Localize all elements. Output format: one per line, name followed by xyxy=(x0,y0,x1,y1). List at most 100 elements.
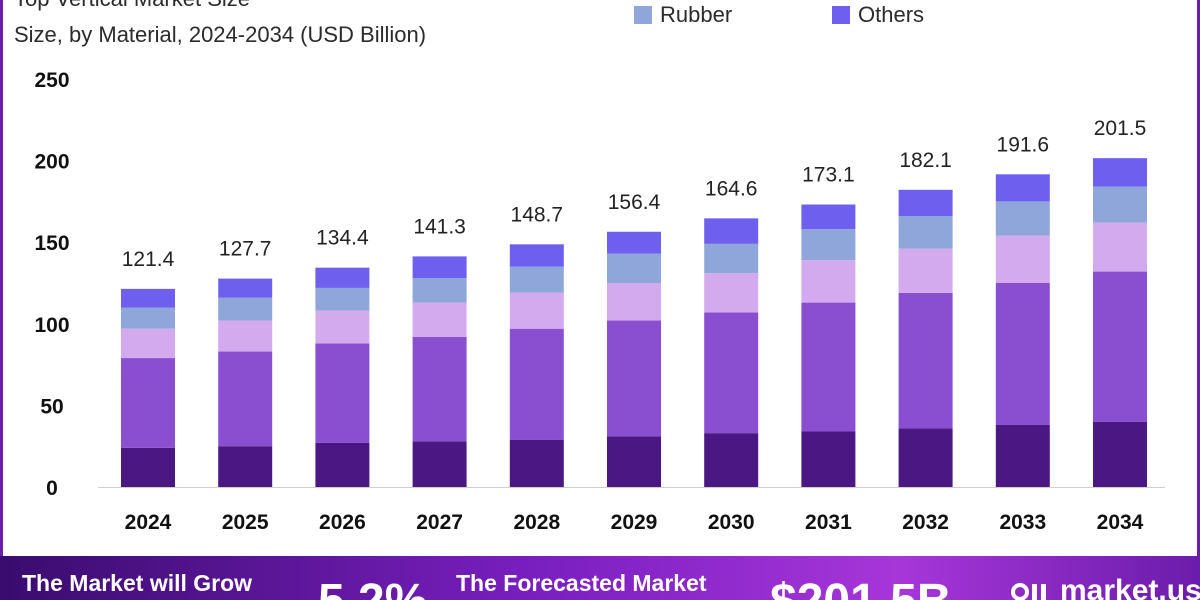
bar-segment-2024-series-3 xyxy=(121,328,175,359)
bar-segment-2033-series-1 xyxy=(995,424,1050,487)
bar-segment-2033-others xyxy=(995,174,1050,202)
data-label-total-2032: 182.1 xyxy=(899,149,952,172)
bar-segment-2031-rubber xyxy=(801,229,856,261)
bar-segment-2034-series-3 xyxy=(1093,222,1147,272)
legend-swatch-others xyxy=(832,6,850,24)
data-label-total-2025: 127.7 xyxy=(219,238,272,261)
bar-segment-2024-series-1 xyxy=(121,447,175,487)
bar-segment-2029-series-2 xyxy=(607,320,661,437)
legend-item-others: Others xyxy=(832,2,924,28)
bar-segment-2024-rubber xyxy=(121,307,175,329)
bar-segment-2034-series-1 xyxy=(1093,421,1147,487)
bar-segment-2032-series-2 xyxy=(898,292,953,429)
bar-segment-2030-others xyxy=(704,218,759,244)
banner-forecast-value: $201.5B xyxy=(770,574,951,600)
brand-logo-icon xyxy=(1011,583,1046,600)
bar-segment-2033-series-2 xyxy=(995,283,1050,425)
x-tick-label-2034: 2034 xyxy=(1097,511,1144,534)
data-label-total-2031: 173.1 xyxy=(802,164,855,187)
x-tick-label-2028: 2028 xyxy=(513,511,560,534)
bar-segment-2027-series-2 xyxy=(412,336,467,442)
bar-segment-2032-rubber xyxy=(898,216,953,249)
data-label-total-2026: 134.4 xyxy=(316,227,369,250)
bar-segment-2025-series-1 xyxy=(218,446,273,487)
bar-segment-2026-series-2 xyxy=(315,343,370,443)
legend-item-rubber: Rubber xyxy=(634,2,732,28)
data-label-total-2028: 148.7 xyxy=(511,203,564,226)
bar-segment-2027-others xyxy=(412,256,467,279)
bar-segment-2031-series-3 xyxy=(801,260,856,303)
bar-segment-2027-rubber xyxy=(412,278,467,303)
bar-segment-2032-series-1 xyxy=(898,428,953,487)
chart-subtitle: Size, by Material, 2024-2034 (USD Billio… xyxy=(14,22,427,47)
legend-label-others: Others xyxy=(858,2,925,27)
x-tick-label-2026: 2026 xyxy=(319,511,366,534)
frame-right-border xyxy=(1197,0,1200,556)
bar-segment-2027-series-1 xyxy=(412,441,467,487)
bar-segment-2028-series-2 xyxy=(509,328,564,440)
data-label-total-2030: 164.6 xyxy=(705,177,758,200)
x-tick-label-2027: 2027 xyxy=(416,511,463,534)
legend-label-rubber: Rubber xyxy=(660,2,733,27)
y-tick-label-0: 0 xyxy=(46,477,58,500)
bar-segment-2034-others xyxy=(1093,158,1147,187)
data-label-total-2033: 191.6 xyxy=(997,133,1050,156)
bar-segment-2033-rubber xyxy=(995,201,1050,236)
y-tick-label-3: 150 xyxy=(34,232,69,255)
bar-segment-2027-series-3 xyxy=(412,302,467,337)
bar-segment-2026-series-1 xyxy=(315,442,370,487)
bar-segment-2032-others xyxy=(898,189,953,217)
bar-segment-2025-series-2 xyxy=(218,351,273,447)
bar-segment-2028-rubber xyxy=(509,266,564,293)
bar-segment-2030-rubber xyxy=(704,243,759,274)
banner-brand-name: market.us xyxy=(1060,574,1200,600)
banner-grow-label: The Market will Grow xyxy=(22,570,253,596)
bar-segment-2029-others xyxy=(607,231,661,254)
chart-title-partial: Top Vertical Market Size xyxy=(14,0,250,12)
bar-segment-2024-series-2 xyxy=(121,358,175,448)
legend-swatch-rubber xyxy=(634,6,652,24)
x-tick-label-2024: 2024 xyxy=(125,511,172,534)
bar-segment-2030-series-1 xyxy=(704,433,759,487)
bar-segment-2026-others xyxy=(315,267,370,288)
bar-segment-2034-series-2 xyxy=(1093,271,1147,422)
bar-segment-2029-series-1 xyxy=(607,436,661,487)
bar-segment-2030-series-3 xyxy=(704,273,759,313)
y-tick-label-1: 50 xyxy=(40,395,63,418)
stacked-bar-chart: 0 50 100 150 200 250 121.4 2024 127.7 2025 134.4 20… xyxy=(34,69,1165,534)
bar-segment-2031-others xyxy=(801,204,856,230)
bar-segment-2026-rubber xyxy=(315,287,370,311)
bar-segment-2028-others xyxy=(509,244,564,267)
frame-left-border xyxy=(0,0,3,556)
y-tick-label-2: 100 xyxy=(34,314,69,337)
bar-segment-2032-series-3 xyxy=(898,248,953,293)
bar-segment-2030-series-2 xyxy=(704,312,759,434)
banner-cagr-value: 5.2% xyxy=(318,574,427,600)
x-tick-label-2025: 2025 xyxy=(222,511,269,534)
data-label-total-2029: 156.4 xyxy=(608,191,661,214)
x-tick-label-2030: 2030 xyxy=(708,511,755,534)
x-tick-label-2029: 2029 xyxy=(611,511,658,534)
bar-segment-2025-series-3 xyxy=(218,320,273,352)
x-tick-label-2033: 2033 xyxy=(999,511,1046,534)
data-label-total-2024: 121.4 xyxy=(122,248,175,271)
bar-segment-2025-rubber xyxy=(218,297,273,321)
data-label-total-2034: 201.5 xyxy=(1094,117,1147,140)
bar-segment-2029-series-3 xyxy=(607,283,661,321)
bar-segment-2029-rubber xyxy=(607,253,661,283)
y-tick-label-5: 250 xyxy=(34,69,69,92)
y-tick-label-4: 200 xyxy=(34,151,69,174)
bar-segment-2031-series-2 xyxy=(801,302,856,432)
bar-segment-2028-series-3 xyxy=(509,292,564,329)
bar-segment-2033-series-3 xyxy=(995,235,1050,283)
bottom-banner: The Market will Grow 5.2% The Forecasted… xyxy=(0,556,1200,600)
bar-segment-2034-rubber xyxy=(1093,186,1147,223)
x-tick-label-2032: 2032 xyxy=(902,511,949,534)
bar-segment-2031-series-1 xyxy=(801,431,856,487)
bar-segment-2026-series-3 xyxy=(315,310,370,344)
bar-segment-2025-others xyxy=(218,278,273,298)
banner-forecast-label: The Forecasted Market xyxy=(456,570,707,596)
data-label-total-2027: 141.3 xyxy=(413,215,466,238)
bar-segment-2028-series-1 xyxy=(509,439,564,487)
bar-segment-2024-others xyxy=(121,288,175,308)
